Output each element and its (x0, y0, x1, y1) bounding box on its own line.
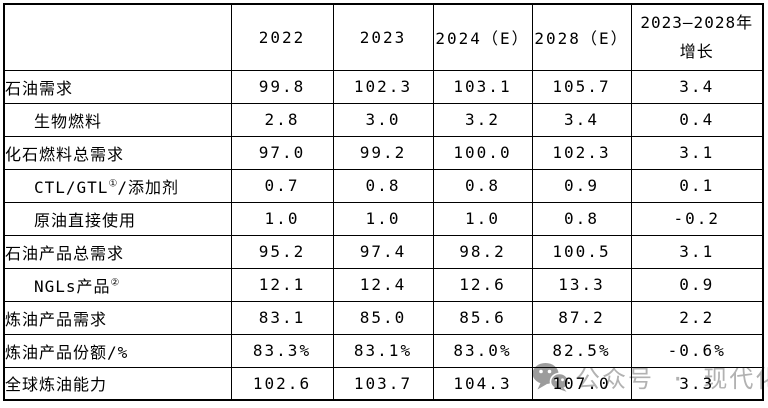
cell-value: 2.8 (230, 102, 334, 137)
row-label-suffix: /添加剂 (117, 177, 180, 197)
cell-value: 3.2 (432, 102, 533, 137)
cell-value: 0.9 (531, 168, 632, 203)
cell-value: 0.4 (630, 102, 764, 137)
cell-value: 97.0 (230, 135, 334, 170)
cell-value: 83.1% (332, 333, 434, 368)
cell-value: 1.0 (230, 201, 334, 236)
row-label: 全球炼油能力 (3, 366, 232, 401)
cell-value: 0.7 (230, 168, 334, 203)
footnote-marker: ① (108, 178, 118, 190)
cell-value: 3.1 (630, 135, 764, 170)
row-label: 炼油产品需求 (3, 300, 232, 335)
row-label-text: 炼油产品需求 (5, 309, 108, 329)
footnote-marker: ② (110, 277, 120, 289)
cell-value: 95.2 (230, 234, 334, 269)
cell-value: 85.6 (432, 300, 533, 335)
table-row-ngls-products: NGLs产品② 12.1 12.4 12.6 13.3 0.9 (3, 267, 764, 302)
table-row-crude-direct-use: 原油直接使用 1.0 1.0 1.0 0.8 -0.2 (3, 201, 764, 236)
cell-value: 0.1 (630, 168, 764, 203)
header-cell-2024e: 2024（E） (432, 3, 533, 71)
cell-value: 12.4 (332, 267, 434, 302)
row-label: 石油产品总需求 (3, 234, 232, 269)
cell-value: 83.0% (432, 333, 533, 368)
cell-value: 103.7 (332, 366, 434, 401)
table-row-refined-products-share: 炼油产品份额/% 83.3% 83.1% 83.0% 82.5% -0.6% (3, 333, 764, 368)
cell-value: 2.2 (630, 300, 764, 335)
cell-value: 13.3 (531, 267, 632, 302)
cell-value: 0.9 (630, 267, 764, 302)
cell-value: 3.1 (630, 234, 764, 269)
row-label-text: 全球炼油能力 (5, 375, 108, 395)
row-label-text: 石油需求 (5, 78, 74, 98)
header-growth-line2: 增长 (679, 42, 714, 62)
cell-value: 83.3% (230, 333, 334, 368)
header-cell-empty (3, 3, 232, 71)
row-label: 原油直接使用 (3, 201, 232, 236)
row-label: 炼油产品份额/% (3, 333, 232, 368)
table-row-refined-products-demand: 炼油产品需求 83.1 85.0 85.6 87.2 2.2 (3, 300, 764, 335)
table-row-global-refining-capacity: 全球炼油能力 102.6 103.7 104.3 107.0 3.3 (3, 366, 764, 401)
row-label: CTL/GTL①/添加剂 (3, 168, 232, 203)
cell-value: 107.0 (531, 366, 632, 401)
table-row-oil-products-total: 石油产品总需求 95.2 97.4 98.2 100.5 3.1 (3, 234, 764, 269)
cell-value: 102.3 (531, 135, 632, 170)
row-label: 化石燃料总需求 (3, 135, 232, 170)
cell-value: 82.5% (531, 333, 632, 368)
cell-value: 83.1 (230, 300, 334, 335)
cell-value: -0.6% (630, 333, 764, 368)
row-label: NGLs产品② (3, 267, 232, 302)
cell-value: 98.2 (432, 234, 533, 269)
cell-value: 0.8 (332, 168, 434, 203)
cell-value: 3.0 (332, 102, 434, 137)
cell-value: 102.6 (230, 366, 334, 401)
header-cell-growth: 2023—2028年 增长 (630, 3, 764, 71)
header-cell-2028e: 2028（E） (531, 3, 632, 71)
table-row-oil-demand: 石油需求 99.8 102.3 103.1 105.7 3.4 (3, 69, 764, 104)
cell-value: 3.4 (531, 102, 632, 137)
cell-value: 100.5 (531, 234, 632, 269)
cell-value: 104.3 (432, 366, 533, 401)
cell-value: 1.0 (432, 201, 533, 236)
header-cell-2023: 2023 (332, 3, 434, 71)
cell-value: 0.8 (432, 168, 533, 203)
row-label-text: 原油直接使用 (34, 210, 137, 230)
cell-value: 85.0 (332, 300, 434, 335)
table-row-ctl-gtl-additives: CTL/GTL①/添加剂 0.7 0.8 0.8 0.9 0.1 (3, 168, 764, 203)
row-label-text: NGLs产品 (34, 276, 111, 296)
table-row-fossil-fuel-total: 化石燃料总需求 97.0 99.2 100.0 102.3 3.1 (3, 135, 764, 170)
cell-value: -0.2 (630, 201, 764, 236)
cell-value: 100.0 (432, 135, 533, 170)
cell-value: 12.6 (432, 267, 533, 302)
row-label: 生物燃料 (3, 102, 232, 137)
cell-value: 102.3 (332, 69, 434, 104)
cell-value: 0.8 (531, 201, 632, 236)
cell-value: 103.1 (432, 69, 533, 104)
cell-value: 97.4 (332, 234, 434, 269)
cell-value: 87.2 (531, 300, 632, 335)
row-label-text: 化石燃料总需求 (5, 144, 125, 164)
header-cell-2022: 2022 (230, 3, 334, 71)
row-label-text: 炼油产品份额/% (5, 342, 129, 362)
table-header-row: 2022 2023 2024（E） 2028（E） 2023—2028年 增长 (3, 3, 764, 71)
cell-value: 12.1 (230, 267, 334, 302)
header-growth-line1: 2023—2028年 (640, 13, 754, 33)
table-row-biofuels: 生物燃料 2.8 3.0 3.2 3.4 0.4 (3, 102, 764, 137)
cell-value: 99.2 (332, 135, 434, 170)
row-label-text: 石油产品总需求 (5, 243, 125, 263)
row-label-text: 生物燃料 (34, 111, 103, 131)
row-label-text: CTL/GTL (34, 177, 109, 197)
cell-value: 3.4 (630, 69, 764, 104)
oil-demand-table: 2022 2023 2024（E） 2028（E） 2023—2028年 增长 … (3, 3, 764, 401)
cell-value: 105.7 (531, 69, 632, 104)
cell-value: 1.0 (332, 201, 434, 236)
cell-value: 3.3 (630, 366, 764, 401)
row-label: 石油需求 (3, 69, 232, 104)
cell-value: 99.8 (230, 69, 334, 104)
